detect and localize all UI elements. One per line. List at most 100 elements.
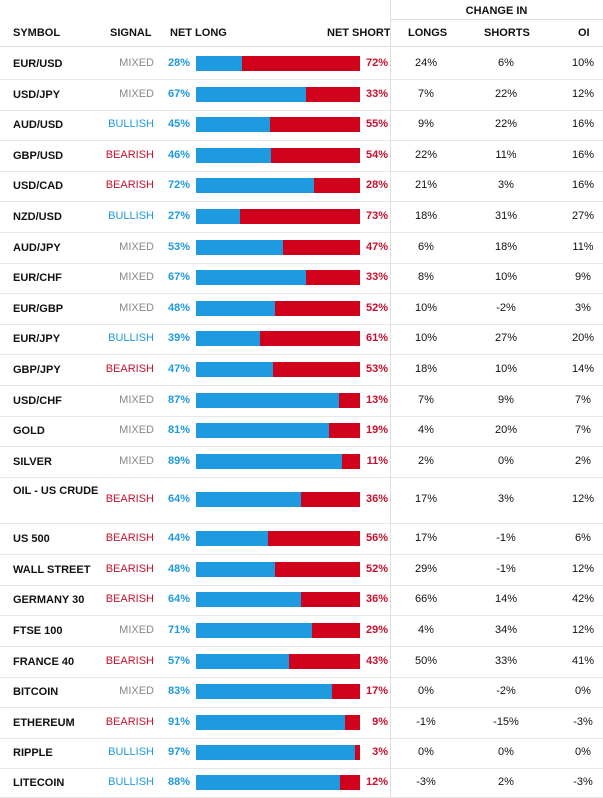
symbol-label[interactable]: USD/CHF: [13, 395, 62, 407]
symbol-label[interactable]: GBP/USD: [13, 150, 64, 162]
table-row[interactable]: US 500 BEARISH 44% 56% 17% -1% 6%: [0, 523, 603, 555]
net-long-bar-fill: [196, 715, 346, 730]
net-long-bar-fill: [196, 56, 242, 71]
col-oi[interactable]: OI: [578, 27, 590, 39]
net-long-value: 46%: [167, 149, 190, 161]
table-row[interactable]: EUR/USD MIXED 28% 72% 24% 6% 10%: [0, 48, 603, 80]
symbol-label[interactable]: EUR/JPY: [13, 333, 61, 345]
change-shorts: 3%: [498, 493, 514, 505]
column-divider: [390, 585, 391, 615]
table-row[interactable]: OIL - US CRUDE BEARISH 64% 36% 17% 3% 12%: [0, 477, 603, 524]
table-row[interactable]: SILVER MIXED 89% 11% 2% 0% 2%: [0, 446, 603, 478]
col-net-long[interactable]: NET LONG: [170, 27, 227, 39]
table-row[interactable]: EUR/GBP MIXED 48% 52% 10% -2% 3%: [0, 293, 603, 325]
symbol-label[interactable]: GBP/JPY: [13, 364, 61, 376]
net-long-value: 83%: [167, 685, 190, 697]
change-oi: 14%: [571, 363, 595, 375]
column-divider: [390, 171, 391, 201]
change-oi: 0%: [575, 746, 591, 758]
table-row[interactable]: FRANCE 40 BEARISH 57% 43% 50% 33% 41%: [0, 646, 603, 678]
table-row[interactable]: GOLD MIXED 81% 19% 4% 20% 7%: [0, 416, 603, 447]
symbol-label[interactable]: USD/CAD: [13, 180, 64, 192]
table-row[interactable]: USD/CHF MIXED 87% 13% 7% 9% 7%: [0, 385, 603, 417]
change-longs: 50%: [414, 655, 438, 667]
table-row[interactable]: EUR/CHF MIXED 67% 33% 8% 10% 9%: [0, 263, 603, 294]
sentiment-bar: [196, 87, 360, 102]
symbol-label[interactable]: WALL STREET: [13, 564, 91, 576]
sentiment-bar: [196, 117, 360, 132]
symbol-label[interactable]: GERMANY 30: [13, 594, 85, 606]
net-long-bar-fill: [196, 654, 290, 669]
symbol-label[interactable]: GOLD: [13, 425, 45, 437]
symbol-label[interactable]: OIL - US CRUDE: [13, 485, 99, 497]
signal-label: BEARISH: [105, 716, 154, 728]
table-row[interactable]: BITCOIN MIXED 83% 17% 0% -2% 0%: [0, 677, 603, 708]
table-row[interactable]: WALL STREET BEARISH 48% 52% 29% -1% 12%: [0, 554, 603, 586]
symbol-label[interactable]: AUD/JPY: [13, 242, 61, 254]
column-divider: [390, 677, 391, 707]
col-shorts[interactable]: SHORTS: [484, 27, 530, 39]
change-shorts: 10%: [494, 363, 518, 375]
net-long-bar-fill: [196, 148, 272, 163]
symbol-label[interactable]: BITCOIN: [13, 686, 59, 698]
symbol-label[interactable]: LITECOIN: [13, 777, 65, 789]
table-row[interactable]: FTSE 100 MIXED 71% 29% 4% 34% 12%: [0, 615, 603, 647]
symbol-label[interactable]: NZD/USD: [13, 211, 62, 223]
col-signal[interactable]: SIGNAL: [110, 27, 152, 39]
col-longs[interactable]: LONGS: [408, 27, 448, 39]
symbol-label[interactable]: US 500: [13, 533, 50, 545]
signal-label: BULLISH: [108, 746, 154, 758]
net-long-value: 91%: [167, 716, 190, 728]
net-short-value: 73%: [365, 210, 388, 222]
symbol-label[interactable]: EUR/USD: [13, 58, 63, 70]
change-oi: -3%: [573, 716, 593, 728]
net-short-value: 9%: [372, 716, 388, 728]
sentiment-bar: [196, 331, 360, 346]
table-row[interactable]: RIPPLE BULLISH 97% 3% 0% 0% 0%: [0, 738, 603, 769]
symbol-label[interactable]: FRANCE 40: [13, 656, 75, 668]
table-row[interactable]: USD/JPY MIXED 67% 33% 7% 22% 12%: [0, 79, 603, 111]
change-shorts: 33%: [494, 655, 518, 667]
table-row[interactable]: NZD/USD BULLISH 27% 73% 18% 31% 27%: [0, 201, 603, 233]
change-shorts: 0%: [498, 455, 514, 467]
sentiment-bar: [196, 623, 360, 638]
change-longs: 9%: [418, 118, 434, 130]
symbol-label[interactable]: EUR/GBP: [13, 303, 64, 315]
table-row[interactable]: GERMANY 30 BEARISH 64% 36% 66% 14% 42%: [0, 585, 603, 616]
column-divider: [390, 554, 391, 585]
header-divider: [390, 0, 391, 46]
net-long-bar-fill: [196, 423, 329, 438]
net-short-value: 13%: [365, 394, 388, 406]
symbol-label[interactable]: RIPPLE: [13, 747, 53, 759]
net-long-value: 28%: [167, 57, 190, 69]
symbol-label[interactable]: USD/JPY: [13, 89, 61, 101]
net-long-bar-fill: [196, 240, 283, 255]
symbol-label[interactable]: SILVER: [13, 456, 52, 468]
change-shorts: -15%: [493, 716, 519, 728]
symbol-label[interactable]: ETHEREUM: [13, 717, 75, 729]
net-short-value: 43%: [365, 655, 388, 667]
net-short-value: 53%: [365, 363, 388, 375]
table-row[interactable]: LITECOIN BULLISH 88% 12% -3% 2% -3%: [0, 768, 603, 798]
symbol-label[interactable]: AUD/USD: [13, 119, 64, 131]
table-row[interactable]: GBP/USD BEARISH 46% 54% 22% 11% 16%: [0, 140, 603, 172]
net-long-bar-fill: [196, 775, 341, 790]
change-oi: 16%: [571, 179, 595, 191]
net-long-bar-fill: [196, 592, 301, 607]
symbol-label[interactable]: EUR/CHF: [13, 272, 62, 284]
table-row[interactable]: AUD/USD BULLISH 45% 55% 9% 22% 16%: [0, 110, 603, 141]
net-long-bar-fill: [196, 87, 306, 102]
change-oi: 0%: [575, 685, 591, 697]
table-row[interactable]: EUR/JPY BULLISH 39% 61% 10% 27% 20%: [0, 324, 603, 355]
change-longs: -1%: [416, 716, 436, 728]
col-symbol[interactable]: SYMBOL: [13, 27, 61, 39]
col-net-short[interactable]: NET SHORT: [327, 27, 391, 39]
table-row[interactable]: USD/CAD BEARISH 72% 28% 21% 3% 16%: [0, 171, 603, 202]
table-row[interactable]: AUD/JPY MIXED 53% 47% 6% 18% 11%: [0, 232, 603, 264]
net-long-value: 53%: [167, 241, 190, 253]
symbol-label[interactable]: FTSE 100: [13, 625, 63, 637]
table-row[interactable]: GBP/JPY BEARISH 47% 53% 18% 10% 14%: [0, 354, 603, 386]
change-oi: 12%: [571, 493, 595, 505]
column-divider: [390, 140, 391, 171]
table-row[interactable]: ETHEREUM BEARISH 91% 9% -1% -15% -3%: [0, 707, 603, 739]
